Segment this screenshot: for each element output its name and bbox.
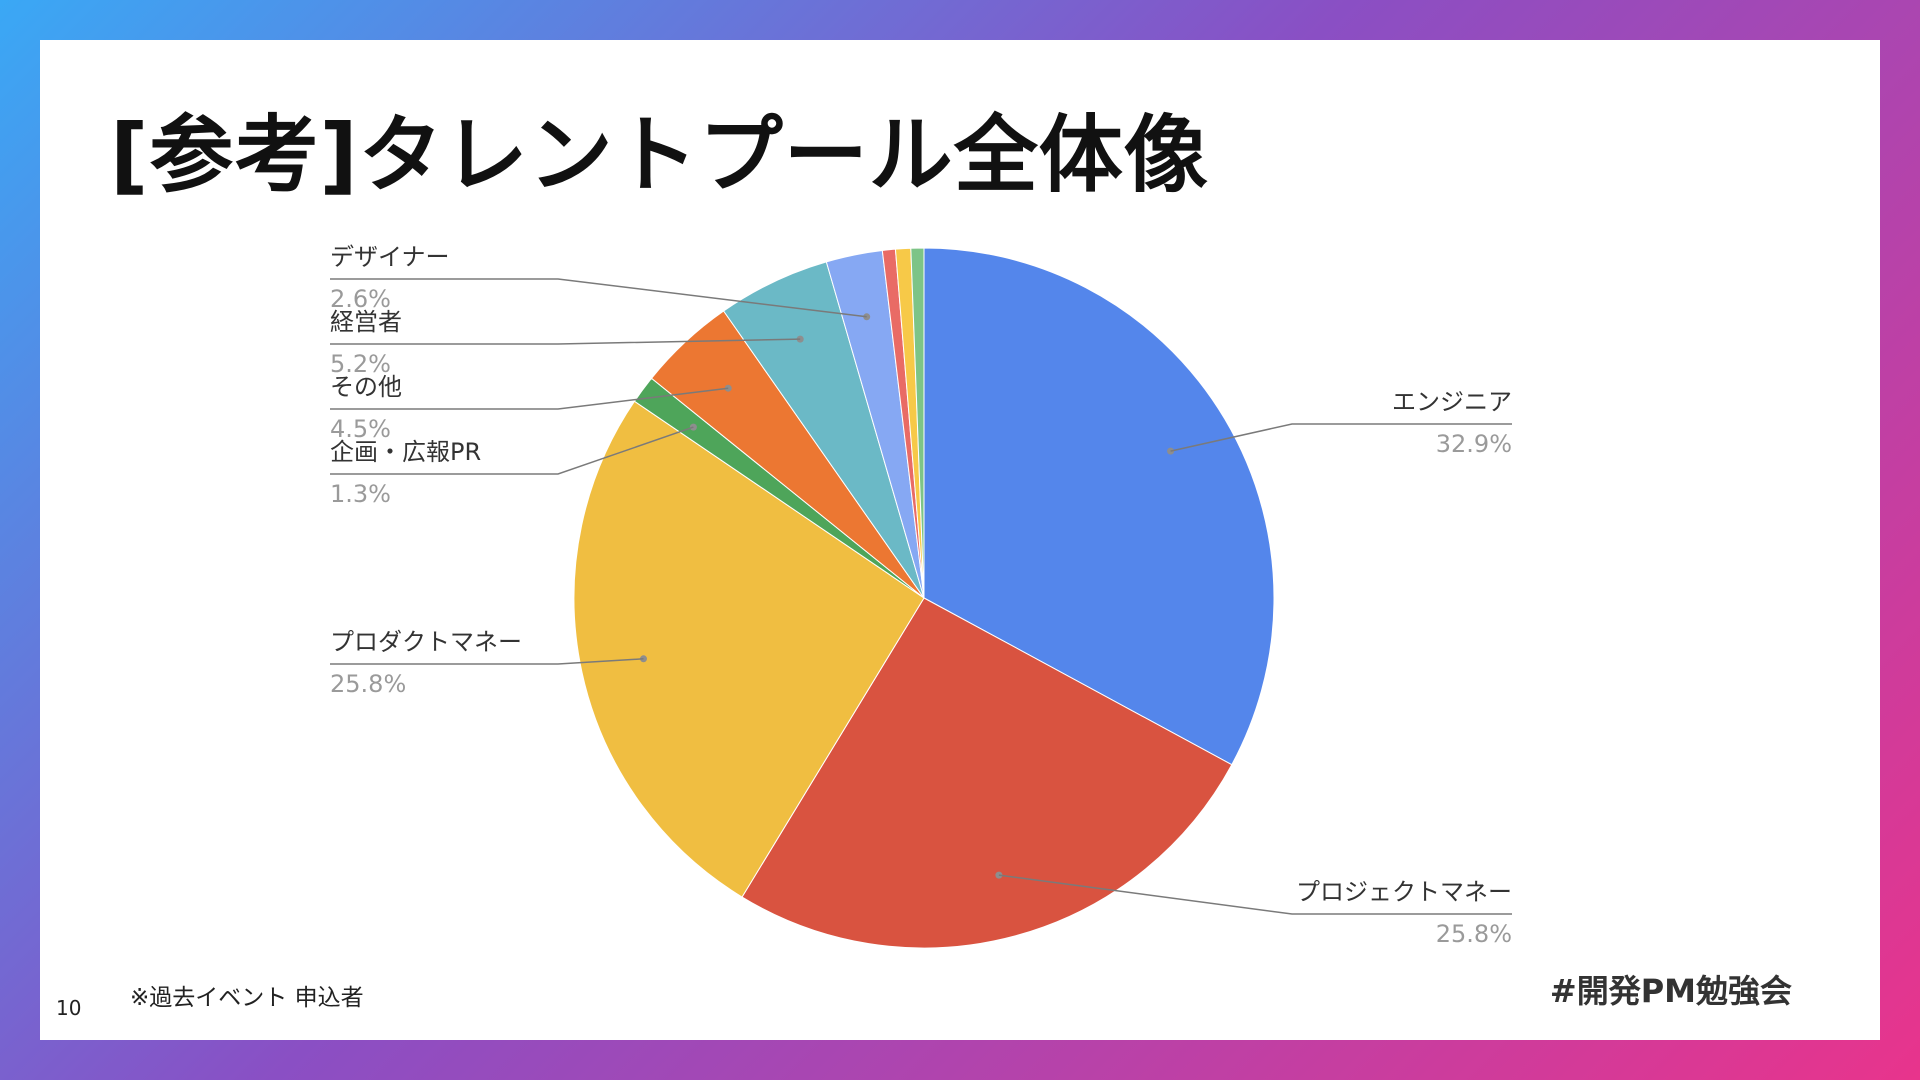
pie-chart: エンジニア 32.9% プロジェクトマネー 25.8% プロダクトマネー 25.8% 企画・… bbox=[330, 243, 1512, 949]
pie-labels: エンジニア 32.9% プロジェクトマネー 25.8% プロダクトマネー 25.8% 企画・… bbox=[330, 243, 1512, 948]
slice-label: エンジニア bbox=[1392, 388, 1512, 416]
pie-slice bbox=[910, 247, 925, 599]
leader-line bbox=[330, 278, 867, 318]
pie-slice bbox=[741, 597, 1233, 949]
pie-slices bbox=[573, 247, 1275, 949]
slice-label: 経営者 bbox=[330, 308, 402, 336]
pie-slice bbox=[573, 400, 925, 898]
footnote: ※過去イベント 申込者 bbox=[130, 985, 364, 1011]
hashtag: #開発PM勉強会 bbox=[1549, 972, 1792, 1010]
pie-slice bbox=[923, 247, 1275, 766]
leader-line bbox=[1170, 423, 1512, 452]
slice-percent: 5.2% bbox=[330, 350, 391, 378]
slide-frame: [参考]タレントプール全体像 エンジニア 32.9% プロジェクトマネー 25.8% プ… bbox=[40, 40, 1880, 1040]
slice-percent: 1.3% bbox=[330, 480, 391, 508]
slice-percent: 25.8% bbox=[330, 670, 406, 698]
slice-label: プロジェクトマネー bbox=[1296, 878, 1512, 906]
slice-percent: 25.8% bbox=[1436, 920, 1512, 948]
slide-title: [参考]タレントプール全体像 bbox=[110, 106, 1209, 204]
page-number: 10 bbox=[56, 996, 82, 1020]
leader-line bbox=[330, 338, 801, 345]
slice-label: その他 bbox=[330, 373, 402, 401]
leader-line bbox=[330, 426, 694, 475]
leader-line bbox=[330, 658, 644, 665]
leader-line bbox=[998, 874, 1512, 915]
leader-line bbox=[330, 387, 729, 410]
slice-label: デザイナー bbox=[330, 243, 450, 271]
slice-percent: 4.5% bbox=[330, 415, 391, 443]
slice-percent: 2.6% bbox=[330, 285, 391, 313]
slice-label: プロダクトマネー bbox=[330, 628, 522, 656]
slice-percent: 32.9% bbox=[1436, 430, 1512, 458]
slice-label: 企画・広報PR bbox=[330, 438, 481, 466]
